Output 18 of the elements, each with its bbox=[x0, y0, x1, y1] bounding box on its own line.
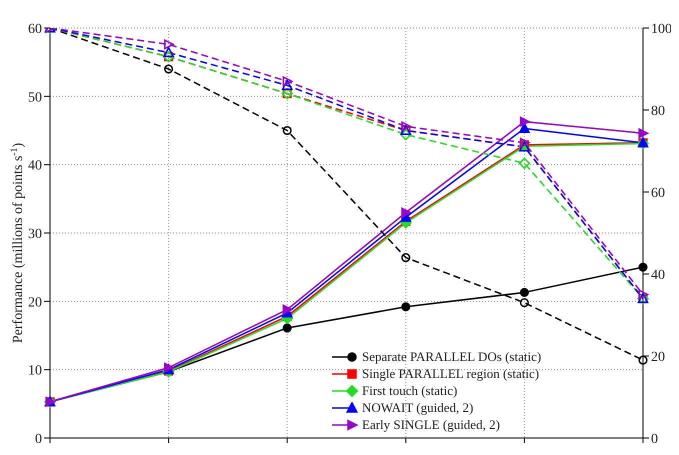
y-tick-label: 10 bbox=[28, 364, 42, 379]
legend-label: First touch (static) bbox=[362, 382, 458, 398]
y-tick-label: 60 bbox=[28, 22, 42, 37]
legend-label: Separate PARALLEL DOs (static) bbox=[362, 348, 542, 364]
legend-label: NOWAIT (guided, 2) bbox=[362, 400, 474, 416]
y2-tick-label: 20 bbox=[651, 350, 665, 365]
legend-label: Single PARALLEL region (static) bbox=[362, 366, 540, 382]
y2-tick-label: 60 bbox=[651, 186, 665, 201]
y-tick-label: 50 bbox=[28, 90, 42, 106]
y-tick-label: 0 bbox=[35, 432, 42, 447]
y-tick-label: 20 bbox=[28, 295, 42, 310]
legend-label: Early SINGLE (guided, 2) bbox=[362, 416, 500, 432]
y2-tick-label: 100 bbox=[651, 22, 672, 37]
y-tick-label: 30 bbox=[28, 226, 42, 242]
y2-tick-label: 80 bbox=[651, 104, 665, 119]
y-tick-label: 40 bbox=[28, 158, 42, 174]
y2-tick-label: 0 bbox=[651, 432, 658, 447]
y2-tick-label: 40 bbox=[651, 268, 665, 283]
